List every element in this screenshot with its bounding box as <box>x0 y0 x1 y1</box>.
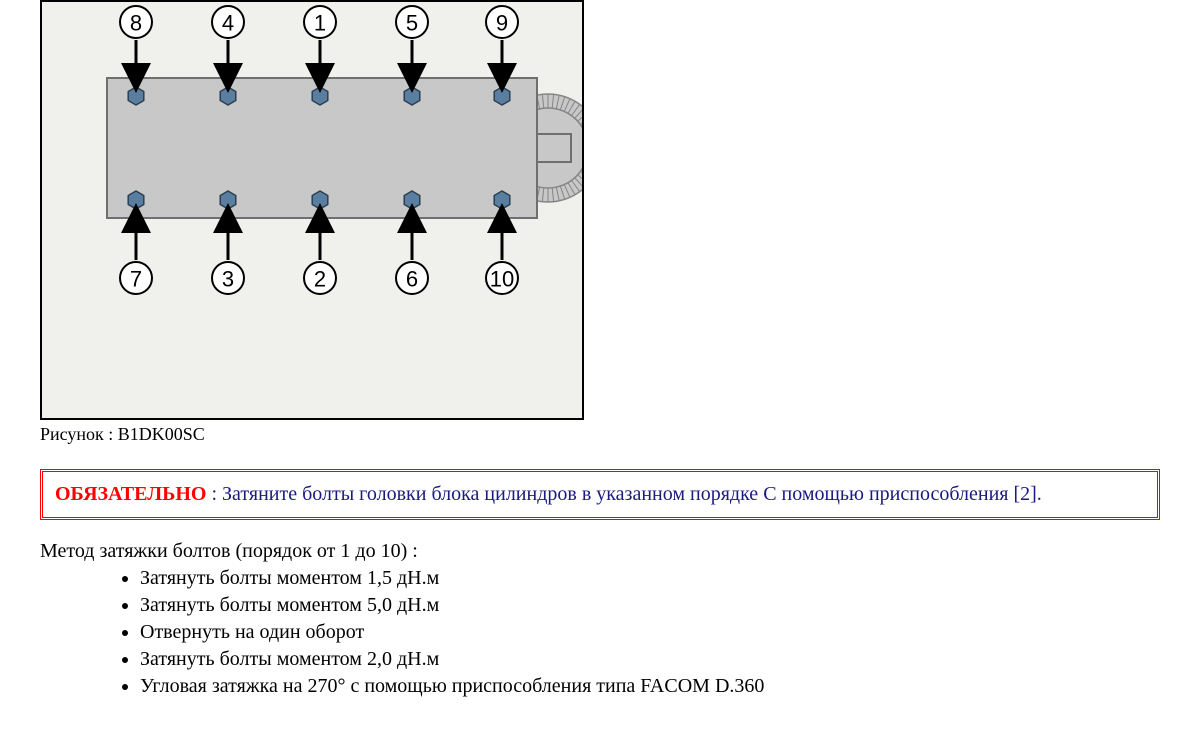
bolt-icon <box>220 191 236 209</box>
sequence-label-text: 7 <box>130 267 142 292</box>
page: 8 4 1 5 9 7 3 2 6 10 Рисунок : B1DK00SC ОБЯЗАТЕЛ… <box>0 0 1200 700</box>
figure-wrap: 8 4 1 5 9 7 3 2 6 10 Рисунок : B1DK00SC <box>40 0 584 445</box>
sequence-label-text: 8 <box>130 11 142 36</box>
torque-sequence-diagram: 8 4 1 5 9 7 3 2 6 10 <box>42 2 582 418</box>
sequence-label-text: 4 <box>222 11 234 36</box>
method-step: Отвернуть на один оборот <box>140 619 1160 646</box>
method-step: Затянуть болты моментом 1,5 дН.м <box>140 565 1160 592</box>
sequence-label-text: 6 <box>406 267 418 292</box>
shaft <box>537 134 571 162</box>
sequence-label-text: 2 <box>314 267 326 292</box>
mandatory-text: : Затяните болты головки блока цилиндров… <box>206 483 1041 505</box>
mandatory-label: ОБЯЗАТЕЛЬНО <box>55 483 206 505</box>
sequence-label-text: 3 <box>222 267 234 292</box>
sequence-label-text: 1 <box>314 11 326 36</box>
figure-caption: Рисунок : B1DK00SC <box>40 424 584 445</box>
method-step: Затянуть болты моментом 2,0 дН.м <box>140 646 1160 673</box>
method-step: Угловая затяжка на 270° с помощью приспо… <box>140 673 1160 700</box>
bolt-icon <box>404 191 420 209</box>
sequence-label-text: 10 <box>490 267 514 292</box>
method-title: Метод затяжки болтов (порядок от 1 до 10… <box>40 540 1160 563</box>
figure-box: 8 4 1 5 9 7 3 2 6 10 <box>40 0 584 420</box>
bolt-icon <box>312 87 328 105</box>
bolt-icon <box>494 87 510 105</box>
sequence-label-text: 5 <box>406 11 418 36</box>
method-list: Затянуть болты моментом 1,5 дН.мЗатянуть… <box>40 565 1160 700</box>
sequence-label-text: 9 <box>496 11 508 36</box>
bolt-icon <box>312 191 328 209</box>
bolt-icon <box>494 191 510 209</box>
bolt-icon <box>220 87 236 105</box>
method-step: Затянуть болты моментом 5,0 дН.м <box>140 592 1160 619</box>
bolt-icon <box>128 87 144 105</box>
bolt-icon <box>404 87 420 105</box>
mandatory-notice: ОБЯЗАТЕЛЬНО : Затяните болты головки бло… <box>40 469 1160 520</box>
bolt-icon <box>128 191 144 209</box>
